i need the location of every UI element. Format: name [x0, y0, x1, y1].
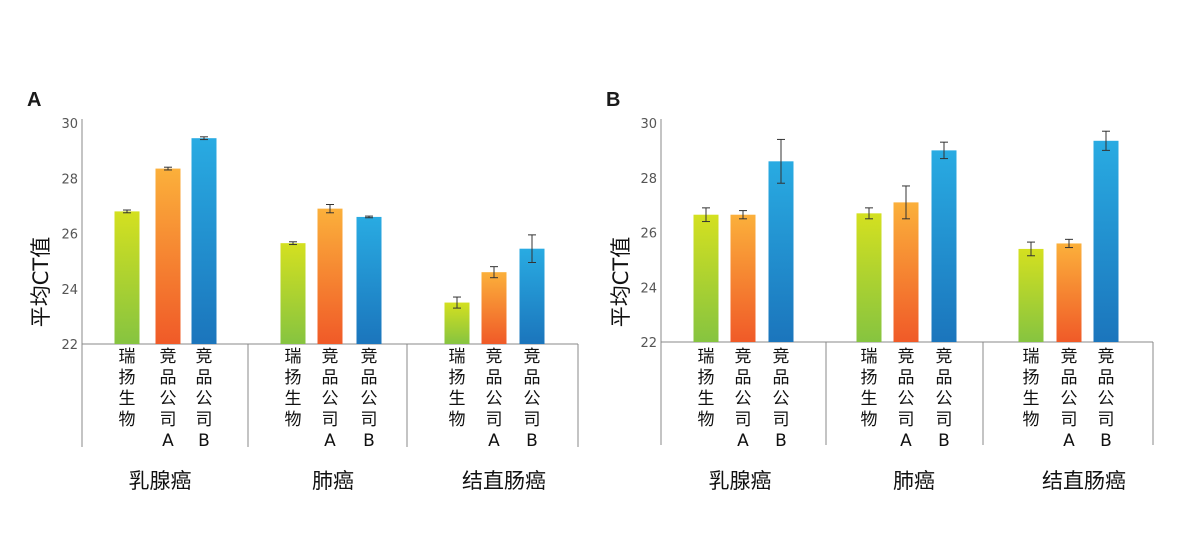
bar-b-肺癌-competitor-a [893, 202, 919, 342]
bar-a-结直肠癌-competitor-a [481, 272, 507, 344]
bar-b-肺癌-competitor-b [931, 150, 957, 342]
bar-a-肺癌-ruiyang [280, 243, 306, 344]
bar-a-乳腺癌-competitor-a [155, 168, 181, 344]
category-label-b-乳腺癌-competitor-b: 竞品公司 B [773, 347, 790, 451]
category-label-b-肺癌-ruiyang: 瑞扬生物 [861, 347, 878, 430]
category-label-b-结直肠癌-ruiyang: 瑞扬生物 [1023, 347, 1040, 430]
bar-a-肺癌-competitor-a [317, 208, 343, 344]
bar-a-结直肠癌-competitor-b [519, 248, 545, 344]
bar-b-结直肠癌-competitor-a [1056, 243, 1082, 342]
panel-letter-b: B [606, 89, 620, 111]
category-label-a-乳腺癌-competitor-b: 竞品公司 B [196, 347, 213, 451]
y-tick-label-a-22: 22 [61, 338, 78, 353]
group-label-b-结直肠癌: 结直肠癌 [1042, 469, 1126, 493]
bar-b-乳腺癌-competitor-b [768, 161, 794, 342]
y-tick-label-b-30: 30 [640, 117, 657, 132]
bar-a-肺癌-competitor-b [356, 216, 382, 344]
category-label-b-结直肠癌-competitor-b: 竞品公司 B [1098, 347, 1115, 451]
y-tick-label-b-26: 26 [640, 227, 657, 242]
category-label-b-肺癌-competitor-b: 竞品公司 B [936, 347, 953, 451]
bar-a-结直肠癌-ruiyang [444, 302, 470, 344]
bar-b-结直肠癌-competitor-b [1093, 140, 1119, 342]
bar-a-乳腺癌-ruiyang [114, 211, 140, 344]
y-axis-label-b: 平均CT值 [609, 237, 633, 328]
y-axis-label-a: 平均CT值 [29, 237, 53, 328]
group-label-a-肺癌: 肺癌 [312, 469, 354, 493]
category-label-a-肺癌-competitor-b: 竞品公司 B [361, 347, 378, 451]
category-label-b-结直肠癌-competitor-a: 竞品公司 A [1061, 347, 1078, 451]
group-label-b-乳腺癌: 乳腺癌 [709, 469, 772, 493]
bar-b-结直肠癌-ruiyang [1018, 248, 1044, 342]
group-label-a-乳腺癌: 乳腺癌 [129, 469, 192, 493]
category-label-b-乳腺癌-competitor-a: 竞品公司 A [735, 347, 752, 451]
panel-letter-a: A [27, 89, 41, 111]
y-tick-label-a-30: 30 [61, 117, 78, 132]
category-label-a-结直肠癌-ruiyang: 瑞扬生物 [449, 347, 466, 430]
category-label-a-肺癌-competitor-a: 竞品公司 A [322, 347, 339, 451]
bar-b-乳腺癌-competitor-a [730, 214, 756, 342]
category-label-a-乳腺癌-competitor-a: 竞品公司 A [160, 347, 177, 451]
category-label-b-肺癌-competitor-a: 竞品公司 A [898, 347, 915, 451]
y-tick-label-a-26: 26 [61, 228, 78, 243]
y-tick-label-b-24: 24 [640, 281, 657, 296]
category-label-b-乳腺癌-ruiyang: 瑞扬生物 [698, 347, 715, 430]
y-tick-label-b-28: 28 [640, 172, 657, 187]
category-label-a-结直肠癌-competitor-a: 竞品公司 A [486, 347, 503, 451]
bar-b-乳腺癌-ruiyang [693, 214, 719, 342]
group-label-b-肺癌: 肺癌 [893, 469, 935, 493]
group-label-a-结直肠癌: 结直肠癌 [462, 469, 546, 493]
bar-b-肺癌-ruiyang [856, 213, 882, 342]
bar-a-乳腺癌-competitor-b [191, 138, 217, 344]
category-label-a-乳腺癌-ruiyang: 瑞扬生物 [119, 347, 136, 430]
category-label-a-结直肠癌-competitor-b: 竞品公司 B [524, 347, 541, 451]
y-tick-label-b-22: 22 [640, 336, 657, 351]
category-label-a-肺癌-ruiyang: 瑞扬生物 [285, 347, 302, 430]
y-tick-label-a-28: 28 [61, 172, 78, 187]
y-tick-label-a-24: 24 [61, 283, 78, 298]
